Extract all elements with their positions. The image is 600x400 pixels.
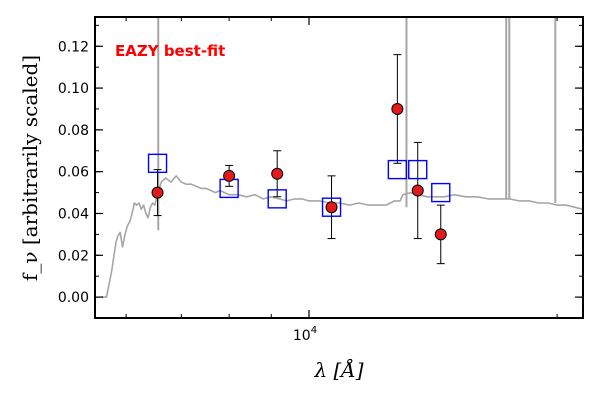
model-point: [431, 182, 451, 203]
model-point: [147, 153, 168, 174]
observed-point: [151, 186, 164, 199]
x-axis-label: λ [Å]: [313, 357, 363, 382]
model-point: [267, 189, 287, 209]
observed-point: [223, 169, 236, 182]
observed-point: [325, 201, 338, 214]
annotation-label: EAZY best-fit: [115, 42, 225, 60]
y-tick-label: 0.02: [58, 248, 89, 264]
observed-photometry: [151, 102, 447, 241]
model-point: [387, 159, 408, 180]
y-tick-label: 0.10: [58, 81, 89, 97]
y-tick-label: 0.04: [58, 206, 89, 222]
y-tick-label: 0.12: [58, 39, 89, 55]
model-point: [408, 159, 428, 180]
plot-area: [101, 17, 584, 298]
y-axis-label: f_ν [arbitrarily scaled]: [18, 55, 42, 281]
y-tick-label: 0.00: [58, 290, 89, 306]
axis-tick-labels: 0.00 0.02 0.04 0.06 0.08 0.10 0.12 104: [58, 39, 317, 344]
y-tick-label: 0.08: [58, 123, 89, 139]
x-tick-label: 104: [293, 325, 317, 344]
observed-point: [391, 102, 404, 115]
model-point: [321, 197, 342, 217]
plot-frame: [94, 16, 584, 319]
observed-point: [411, 184, 424, 197]
axis-ticks: [95, 17, 583, 319]
y-tick-label: 0.06: [58, 165, 89, 181]
observed-point: [434, 228, 447, 241]
observed-point: [271, 167, 284, 180]
